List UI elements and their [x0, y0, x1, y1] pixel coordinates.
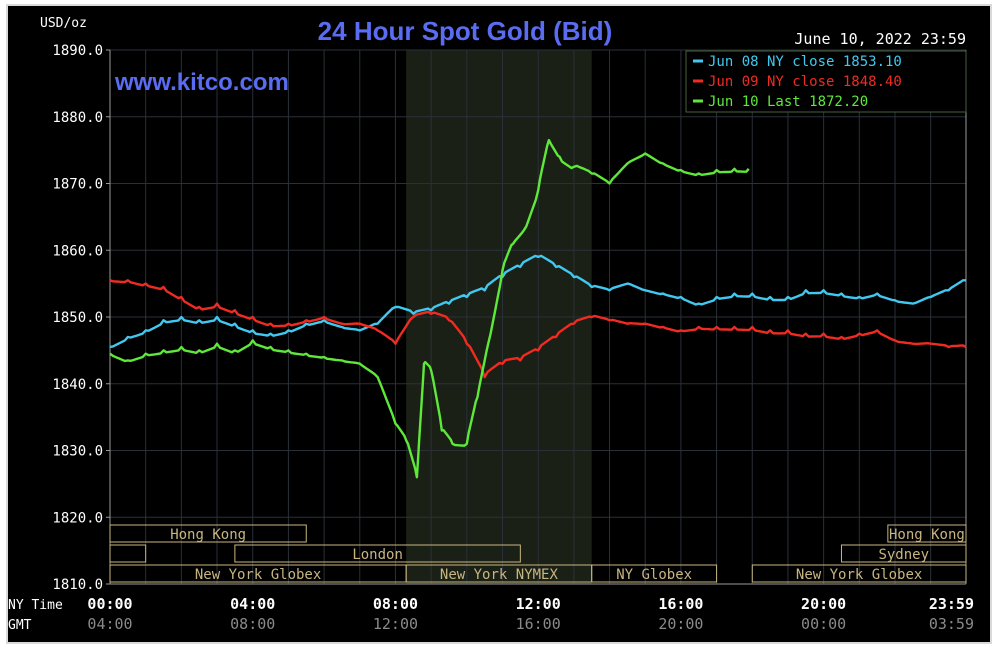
x-tick-label: 23:59 [929, 595, 974, 613]
x-tick-labels: NY Time 00:00 04:00 08:00 12:00 16:00 20:00 23:… [8, 595, 974, 633]
session-label: Hong Kong [170, 527, 246, 543]
x-tick-label: 16:00 [658, 595, 703, 613]
y-tick-labels: 1890.0 1880.0 1870.0 1860.0 1850.0 1840.0 1830… [52, 43, 110, 593]
date-label: June 10, 2022 23:59 [794, 30, 966, 48]
chart-title: 24 Hour Spot Gold (Bid) [318, 16, 613, 46]
session-label: London [352, 547, 403, 563]
series-line [109, 254, 966, 349]
unit-label: USD/oz [40, 16, 87, 31]
y-tick-label: 1880.0 [52, 110, 103, 126]
session-label: New York Globex [195, 567, 321, 583]
y-tick-label: 1830.0 [52, 444, 103, 460]
legend-entry: Jun 08 NY close 1853.10 [708, 54, 902, 70]
x-tick-label: 12:00 [516, 595, 561, 613]
series-line [109, 138, 750, 479]
y-tick-label: 1850.0 [52, 310, 103, 326]
session-label: Sydney [878, 547, 929, 563]
x-tick-label: 00:00 [87, 595, 132, 613]
x-tick-label: 20:00 [658, 615, 703, 633]
session-bar [234, 544, 521, 563]
x-row-label: GMT [8, 618, 32, 633]
y-tick-label: 1840.0 [52, 377, 103, 393]
x-tick-label: 08:00 [373, 595, 418, 613]
legend: Jun 08 NY close 1853.10 Jun 09 NY close 1… [685, 50, 967, 113]
session-bar [887, 524, 967, 543]
legend-box [685, 50, 967, 113]
session-bar [109, 544, 147, 563]
session-label: New York NYMEX [440, 567, 559, 583]
session-label: New York Globex [796, 567, 922, 583]
session-bar [751, 564, 967, 583]
grid-lines [110, 49, 966, 585]
watermark: www.kitco.com [114, 69, 289, 96]
session-bar [109, 524, 307, 543]
series-line [109, 279, 967, 379]
y-tick-label: 1820.0 [52, 510, 103, 526]
x-tick-label: 16:00 [516, 615, 561, 633]
y-tick-label: 1870.0 [52, 177, 103, 193]
legend-entry: Jun 10 Last 1872.20 [708, 94, 868, 110]
session-bar [840, 544, 967, 563]
session-label: Hong Kong [889, 527, 965, 543]
x-tick-label: 04:00 [87, 615, 132, 633]
price-series-lines [109, 138, 967, 479]
y-tick-label: 1890.0 [52, 43, 103, 59]
x-row-label: NY Time [8, 598, 63, 613]
x-tick-label: 03:59 [929, 615, 974, 633]
x-tick-label: 12:00 [373, 615, 418, 633]
x-tick-label: 04:00 [230, 595, 275, 613]
market-sessions: Hong Kong London New York Globex New York N… [109, 524, 967, 583]
x-tick-label: 08:00 [230, 615, 275, 633]
legend-entry: Jun 09 NY close 1848.40 [708, 74, 902, 90]
x-tick-label: 20:00 [801, 595, 846, 613]
session-bar [591, 564, 718, 583]
x-tick-label: 00:00 [801, 615, 846, 633]
y-tick-label: 1810.0 [52, 577, 103, 593]
y-tick-label: 1860.0 [52, 243, 103, 259]
session-label: NY Globex [616, 567, 692, 583]
